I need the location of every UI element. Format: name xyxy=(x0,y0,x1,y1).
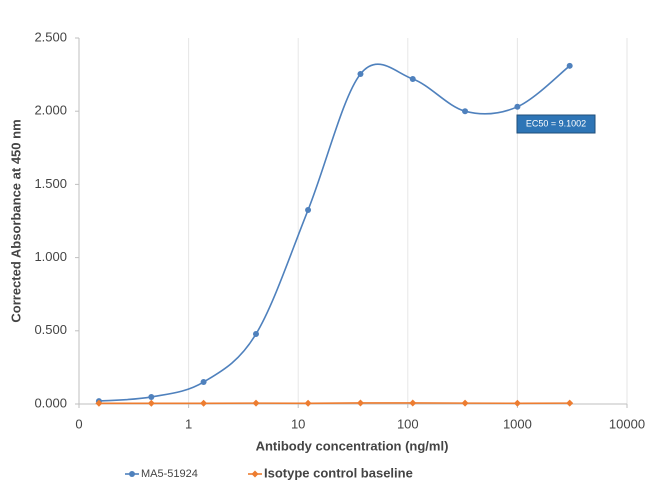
y-tick-label: 0.500 xyxy=(34,322,67,337)
data-point xyxy=(357,71,364,78)
data-point xyxy=(566,62,573,69)
data-point xyxy=(462,108,469,115)
legend-marker xyxy=(129,471,135,477)
series-line xyxy=(98,63,571,402)
x-tick-label: 10 xyxy=(291,416,305,431)
data-point xyxy=(304,399,312,407)
legend-label: MA5-51924 xyxy=(141,468,198,480)
data-point xyxy=(252,331,259,338)
y-tick-label: 1.500 xyxy=(34,176,67,191)
x-tick-label: 100 xyxy=(397,416,419,431)
x-tick-label: 1 xyxy=(185,416,192,431)
x-tick-label: 0 xyxy=(75,416,82,431)
data-point xyxy=(513,399,521,407)
legend-label: Isotype control baseline xyxy=(264,465,413,480)
data-point xyxy=(409,75,416,82)
data-point xyxy=(95,399,103,407)
y-tick-label: 2.500 xyxy=(34,29,67,44)
data-point xyxy=(409,399,417,407)
legend-marker xyxy=(251,470,259,478)
annotation-box xyxy=(516,114,596,134)
y-tick-label: 0.000 xyxy=(34,395,67,410)
data-point xyxy=(566,399,574,407)
x-axis-title: Antibody concentration (ng/ml) xyxy=(256,438,449,453)
data-point xyxy=(356,399,364,407)
data-point xyxy=(148,393,155,400)
x-tick-label: 10000 xyxy=(609,416,645,431)
data-point xyxy=(461,399,469,407)
data-point xyxy=(514,103,521,110)
y-tick-label: 1.000 xyxy=(34,249,67,264)
data-point xyxy=(305,207,312,214)
data-point xyxy=(200,379,207,386)
y-axis-title: Corrected Absorbance at 450 nm xyxy=(8,119,23,322)
annotation-text: EC50 = 9.1002 xyxy=(526,118,586,128)
y-tick-label: 2.000 xyxy=(34,103,67,118)
x-tick-label: 1000 xyxy=(503,416,532,431)
data-point xyxy=(147,399,155,407)
data-point xyxy=(252,399,260,407)
data-point xyxy=(200,399,208,407)
